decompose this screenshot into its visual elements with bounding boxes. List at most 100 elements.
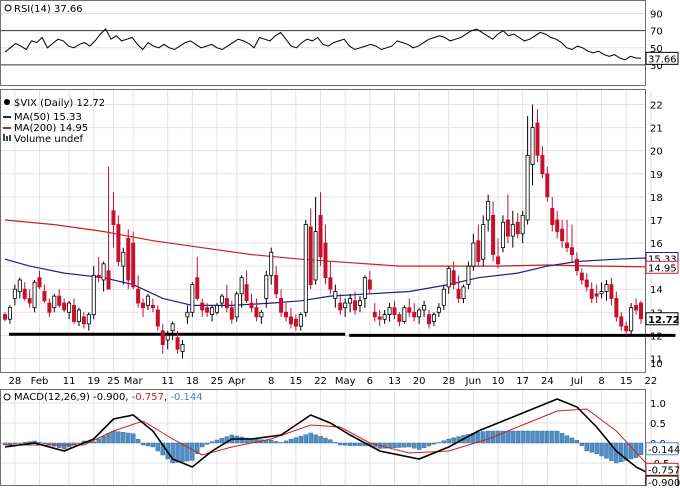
macd-hist-bar bbox=[550, 431, 554, 443]
candle bbox=[191, 282, 194, 317]
macd-hist-bar bbox=[333, 442, 337, 443]
macd-tick-label: 0.5 bbox=[650, 419, 666, 430]
macd-hist-bar bbox=[412, 443, 416, 448]
price-tick-label: 21 bbox=[650, 124, 663, 135]
macd-hist-bar bbox=[314, 435, 318, 443]
x-tick-label: 19 bbox=[87, 376, 100, 387]
x-tick-label: Apr bbox=[228, 376, 246, 387]
macd-tick-label: 1.0 bbox=[650, 399, 666, 410]
macd-hist-bar bbox=[97, 439, 101, 443]
price-tag-label: 12.72 bbox=[648, 315, 680, 326]
macd-hist-bar bbox=[38, 442, 42, 443]
x-tick-label: 28 bbox=[8, 376, 21, 387]
macd-hist-bar bbox=[402, 443, 406, 447]
x-tick-label: 15 bbox=[290, 376, 303, 387]
macd-tag-label: -0.900 bbox=[648, 478, 680, 486]
price-tick-label: 14 bbox=[650, 285, 663, 296]
macd-hist-value: -0.144 bbox=[170, 392, 202, 403]
candle bbox=[630, 303, 633, 335]
macd-signal-value: -0.757 bbox=[132, 392, 164, 403]
macd-hist-bar bbox=[269, 440, 273, 443]
macd-hist-bar bbox=[639, 443, 643, 455]
macd-hist-bar bbox=[585, 443, 589, 451]
price-title: $VIX (Daily) 12.72 bbox=[14, 98, 105, 109]
macd-hist-bar bbox=[131, 434, 135, 443]
macd-hist-bar bbox=[210, 442, 214, 443]
macd-hist-bar bbox=[18, 443, 22, 444]
macd-hist-bar bbox=[102, 436, 106, 443]
macd-hist-bar bbox=[600, 443, 604, 456]
macd-hist-bar bbox=[531, 431, 535, 443]
x-tick-label: 28 bbox=[442, 376, 455, 387]
macd-hist-bar bbox=[8, 443, 12, 444]
macd-hist-bar bbox=[595, 443, 599, 454]
macd-hist-bar bbox=[353, 443, 357, 446]
macd-hist-bar bbox=[319, 436, 323, 443]
x-tick-label: 24 bbox=[541, 376, 554, 387]
price-tag-label: 14.95 bbox=[648, 263, 677, 274]
macd-hist-bar bbox=[220, 438, 224, 443]
x-tick-label: 11 bbox=[63, 376, 76, 387]
macd-hist-bar bbox=[570, 438, 574, 443]
macd-hist-bar bbox=[279, 443, 283, 444]
macd-hist-bar bbox=[294, 438, 298, 443]
x-tick-label: 25 bbox=[107, 376, 120, 387]
x-tick-label: 25 bbox=[211, 376, 224, 387]
rsi-tick-label: 70 bbox=[650, 27, 663, 38]
price-tick-label: 16 bbox=[650, 239, 663, 250]
x-tick-label: 8 bbox=[598, 376, 604, 387]
macd-hist-bar bbox=[328, 440, 332, 443]
macd-hist-bar bbox=[116, 432, 120, 443]
x-tick-label: 8 bbox=[268, 376, 274, 387]
macd-hist-bar bbox=[397, 443, 401, 448]
macd-hist-bar bbox=[23, 442, 27, 443]
macd-hist-bar bbox=[200, 443, 204, 447]
macd-hist-bar bbox=[141, 443, 145, 445]
volume-legend-swatch bbox=[3, 134, 5, 141]
macd-hist-bar bbox=[447, 439, 451, 443]
macd-hist-bar bbox=[343, 443, 347, 445]
macd-hist-bar bbox=[575, 440, 579, 443]
macd-hist-bar bbox=[299, 436, 303, 443]
price-pane: 2221201918171615141312111028Feb111925Mar… bbox=[1, 90, 680, 388]
rsi-tick-label: 90 bbox=[650, 10, 663, 21]
macd-hist-bar bbox=[180, 443, 184, 462]
macd-hist-bar bbox=[146, 443, 150, 446]
macd-hist-bar bbox=[42, 443, 46, 444]
x-tick-label: Jun bbox=[465, 376, 482, 387]
macd-hist-bar bbox=[392, 443, 396, 448]
macd-hist-bar bbox=[516, 431, 520, 443]
macd-hist-bar bbox=[590, 443, 594, 452]
macd-hist-bar bbox=[452, 438, 456, 443]
macd-hist-bar bbox=[338, 443, 342, 445]
macd-hist-bar bbox=[565, 436, 569, 443]
macd-hist-bar bbox=[545, 431, 549, 443]
macd-hist-bar bbox=[506, 431, 510, 443]
macd-hist-bar bbox=[437, 443, 441, 444]
x-tick-label: Feb bbox=[31, 376, 49, 387]
ma50-legend-label: MA(50) 15.33 bbox=[14, 112, 82, 123]
macd-pane: 1.00.50.0-0.5-0.144-0.757-0.900 MACD(12,… bbox=[1, 390, 680, 487]
price-tick-label: 17 bbox=[650, 216, 663, 227]
x-tick-label: 22 bbox=[314, 376, 327, 387]
macd-hist-bar bbox=[107, 434, 111, 443]
ma200-legend-label: MA(200) 14.95 bbox=[14, 123, 88, 134]
price-tick-label: 12 bbox=[650, 331, 663, 342]
x-tick-label: May bbox=[335, 376, 356, 387]
macd-value: -0.900 bbox=[93, 392, 125, 403]
x-tick-label: 11 bbox=[161, 376, 174, 387]
candle bbox=[403, 305, 406, 323]
macd-hist-bar bbox=[62, 443, 66, 449]
x-tick-label: 6 bbox=[367, 376, 373, 387]
svg-text:MACD(12,26,9) -0.900,: MACD(12,26,9) -0.900, -0.757, -0.144 bbox=[14, 392, 203, 403]
x-tick-label: 20 bbox=[413, 376, 426, 387]
svg-text:RSI(14) 37.66: RSI(14) 37.66 bbox=[14, 4, 83, 15]
macd-hist-bar bbox=[205, 443, 209, 444]
rsi-name-label: RSI(14) bbox=[14, 4, 51, 15]
macd-tag-label: -0.757 bbox=[648, 465, 680, 476]
rsi-legend: RSI(14) 37.66 bbox=[5, 4, 83, 15]
macd-hist-bar bbox=[136, 439, 140, 443]
macd-hist-bar bbox=[496, 431, 500, 443]
